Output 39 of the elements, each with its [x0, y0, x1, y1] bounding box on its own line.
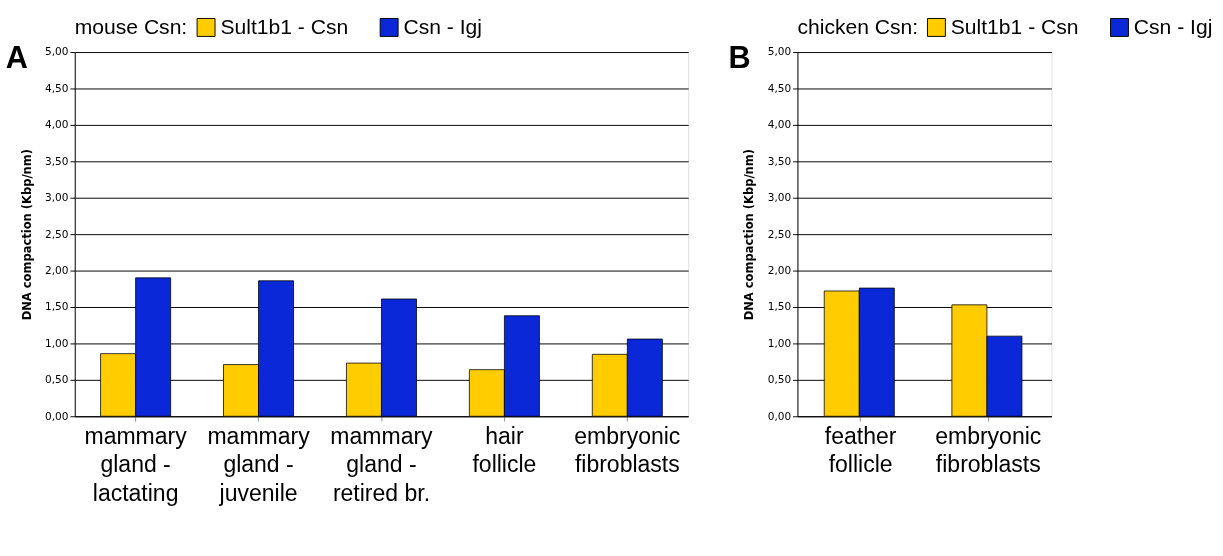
legend-title: chicken Csn: — [797, 14, 919, 38]
x-tick-label: hair follicle — [472, 422, 537, 478]
y-tick-label: 0,50 — [45, 373, 69, 386]
y-tick-label: 0,00 — [767, 409, 792, 422]
y-tick-label: 4,00 — [45, 118, 69, 131]
text: A — [5, 40, 28, 75]
x-tick-label: feather follicle — [824, 422, 897, 478]
y-tick-label: 3,50 — [45, 154, 69, 167]
y-tick-label: 1,00 — [45, 336, 69, 349]
y-tick-label: 2,00 — [767, 263, 792, 276]
y-tick-label: 4,00 — [767, 118, 792, 131]
y-tick-label: 3,00 — [767, 191, 792, 204]
x-tick-label: embryonic fibroblasts — [935, 422, 1042, 478]
y-tick-label: 4,50 — [767, 81, 792, 94]
legend-label: Csn - Igj — [1133, 15, 1213, 39]
y-tick-label: 2,50 — [45, 227, 69, 240]
legend-title: mouse Csn: — [74, 14, 188, 38]
legend-label: Sult1b1 - Csn — [950, 15, 1079, 39]
y-tick-label: 0,00 — [45, 409, 69, 422]
x-tick-label: embryonic fibroblasts — [574, 422, 681, 478]
y-tick-label: 2,00 — [45, 263, 69, 276]
y-axis-title: DNA compaction (Kbp/nm) — [19, 148, 34, 321]
legend-label: Sult1b1 - Csn — [220, 15, 349, 39]
x-tick-label: mammary gland - lactating — [84, 422, 188, 507]
y-axis-title: DNA compaction (Kbp/nm) — [742, 148, 757, 321]
legend-label: Csn - Igj — [403, 15, 482, 39]
y-tick-label: 3,00 — [45, 191, 69, 204]
x-tick-label: mammary gland - juvenile — [207, 422, 311, 507]
y-tick-label: 4,50 — [45, 81, 69, 94]
y-tick-label: 1,50 — [45, 300, 69, 313]
y-tick-label: 0,50 — [767, 373, 792, 386]
y-tick-label: 5,00 — [767, 45, 792, 58]
y-tick-label: 3,50 — [767, 154, 792, 167]
y-tick-label: 2,50 — [767, 227, 792, 240]
text: B — [728, 40, 751, 75]
x-tick-label: mammary gland - retired br. — [330, 422, 434, 507]
y-tick-label: 1,00 — [767, 336, 792, 349]
y-tick-label: 5,00 — [45, 45, 69, 58]
y-tick-label: 1,50 — [767, 300, 792, 313]
